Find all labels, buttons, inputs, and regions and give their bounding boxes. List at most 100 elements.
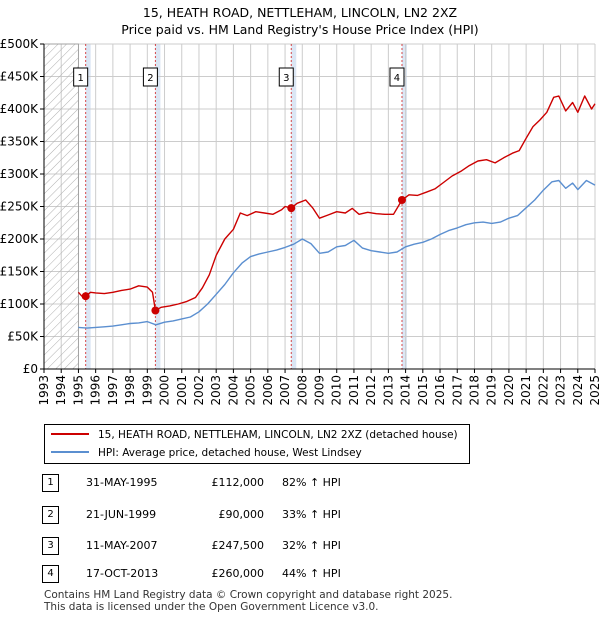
x-tick-label: 2004: [226, 375, 240, 406]
y-tick-label: £400K: [0, 102, 39, 116]
sale-label-box-1: [73, 67, 89, 87]
sale-hpi-change: 33% ↑ HPI: [282, 508, 341, 521]
x-tick-label: 1996: [89, 375, 103, 406]
x-tick-label: 2009: [313, 375, 327, 406]
x-tick-label: 2020: [502, 375, 516, 406]
price-chart: 1 2 3 4 £0 £50K £100K £150K £200K £250K £300K £350…: [0, 37, 600, 406]
y-tick-label: £150K: [0, 265, 39, 279]
footer-line-2: This data is licensed under the Open Gov…: [44, 601, 379, 613]
y-tick-label: £50K: [7, 330, 39, 344]
sale-row: 3 11-MAY-2007 £247,500 32% ↑ HPI: [42, 536, 382, 556]
legend: 15, HEATH ROAD, NETTLEHAM, LINCOLN, LN2 …: [44, 424, 470, 464]
price-paid-line: [77, 95, 596, 312]
y-axis-ticks: £0 £50K £100K £150K £200K £250K £300K £350K £400…: [0, 37, 44, 376]
x-tick-label: 2003: [209, 375, 223, 406]
sale-label-text-4: 4: [394, 73, 400, 84]
grid-lines: [43, 43, 596, 370]
title-line-1: 15, HEATH ROAD, NETTLEHAM, LINCOLN, LN2 …: [142, 5, 458, 20]
x-tick-label: 2023: [554, 375, 568, 406]
legend-swatch-hpi: [51, 451, 89, 453]
y-tick-label: £300K: [0, 167, 39, 181]
x-tick-label: 2019: [485, 375, 499, 406]
x-tick-label: 2015: [416, 375, 430, 406]
pre-data-hatched-area: [43, 43, 79, 370]
x-tick-label: 1999: [140, 375, 154, 406]
sale-price: £260,000: [211, 567, 265, 580]
sale-label-text-2: 2: [147, 73, 153, 84]
sale-label-box-2: [142, 67, 158, 87]
y-tick-label: £450K: [0, 70, 39, 84]
chart-title: 15, HEATH ROAD, NETTLEHAM, LINCOLN, LN2 …: [0, 4, 600, 38]
sale-date: 17-OCT-2013: [86, 567, 159, 580]
x-tick-label: 2024: [571, 375, 585, 406]
sale-label-text-1: 1: [77, 73, 83, 84]
sale-price: £90,000: [218, 508, 265, 521]
x-tick-label: 2012: [364, 375, 378, 406]
x-tick-label: 2006: [261, 375, 275, 406]
x-tick-label: 2007: [278, 375, 292, 406]
sale-price: £112,000: [211, 476, 265, 489]
x-tick-label: 1998: [123, 375, 137, 406]
legend-item-hpi: HPI: Average price, detached house, West…: [51, 444, 362, 462]
sale-number-badge: 1: [42, 474, 59, 492]
hpi-line: [78, 179, 596, 329]
sale-label-box-4: [389, 67, 405, 87]
sale-point-3: [287, 204, 296, 213]
x-tick-label: 2022: [536, 375, 550, 406]
sale-hpi-change: 44% ↑ HPI: [282, 567, 341, 580]
sale-hpi-change: 32% ↑ HPI: [282, 539, 341, 552]
sale-number-badge: 2: [42, 506, 59, 524]
footer-attribution: Contains HM Land Registry data © Crown c…: [44, 589, 452, 613]
legend-item-price: 15, HEATH ROAD, NETTLEHAM, LINCOLN, LN2 …: [51, 426, 458, 444]
y-tick-label: £0: [23, 362, 38, 376]
x-tick-label: 1995: [71, 375, 85, 406]
x-tick-label: 2021: [519, 375, 533, 406]
sale-label-boxes: 1 2 3 4: [73, 67, 405, 87]
legend-label-price: 15, HEATH ROAD, NETTLEHAM, LINCOLN, LN2 …: [98, 429, 458, 441]
sale-row: 2 21-JUN-1999 £90,000 33% ↑ HPI: [42, 505, 382, 525]
x-tick-label: 1994: [54, 375, 68, 406]
sale-points: [81, 196, 406, 315]
x-tick-label: 2025: [588, 375, 600, 406]
x-tick-label: 2016: [433, 375, 447, 406]
sale-label-text-3: 3: [283, 73, 289, 84]
x-tick-label: 2010: [330, 375, 344, 406]
x-tick-label: 2000: [158, 375, 172, 406]
series-lines: [77, 95, 596, 329]
x-tick-label: 1993: [37, 375, 51, 406]
sale-hpi-change: 82% ↑ HPI: [282, 476, 341, 489]
x-tick-label: 2018: [467, 375, 481, 406]
x-tick-label: 2005: [244, 375, 258, 406]
x-tick-label: 2014: [399, 375, 413, 406]
sale-point-2: [151, 306, 160, 315]
x-tick-label: 2001: [175, 375, 189, 406]
y-tick-label: £500K: [0, 37, 39, 51]
x-tick-label: 2008: [295, 375, 309, 406]
sale-point-4: [397, 196, 406, 204]
y-tick-label: £250K: [0, 200, 39, 214]
sale-number-badge: 4: [42, 565, 59, 583]
legend-swatch-price: [51, 433, 89, 435]
x-axis-ticks: 1993 1994 1995 1996 1997 1998 1999 2000 2001 2002…: [37, 369, 600, 406]
sale-row: 1 31-MAY-1995 £112,000 82% ↑ HPI: [42, 473, 382, 493]
y-tick-label: £200K: [0, 232, 39, 246]
x-tick-label: 2011: [347, 375, 361, 406]
sale-date: 21-JUN-1999: [86, 508, 157, 521]
sale-date: 11-MAY-2007: [86, 539, 158, 552]
x-tick-label: 2017: [450, 375, 464, 406]
x-tick-label: 2002: [192, 375, 206, 406]
sale-number-badge: 3: [42, 537, 59, 555]
hatched-region: [43, 43, 79, 370]
x-tick-label: 2013: [381, 375, 395, 406]
sale-point-1: [81, 292, 90, 301]
title-line-2: Price paid vs. HM Land Registry's House …: [121, 22, 479, 37]
sale-row: 4 17-OCT-2013 £260,000 44% ↑ HPI: [42, 564, 382, 584]
x-tick-label: 1997: [106, 375, 120, 406]
legend-label-hpi: HPI: Average price, detached house, West…: [98, 447, 362, 459]
sale-label-box-3: [278, 67, 294, 87]
y-tick-label: £350K: [0, 135, 39, 149]
footer-line-1: Contains HM Land Registry data © Crown c…: [44, 589, 453, 601]
sale-date: 31-MAY-1995: [86, 476, 158, 489]
y-tick-label: £100K: [0, 297, 39, 311]
sale-price: £247,500: [211, 539, 265, 552]
